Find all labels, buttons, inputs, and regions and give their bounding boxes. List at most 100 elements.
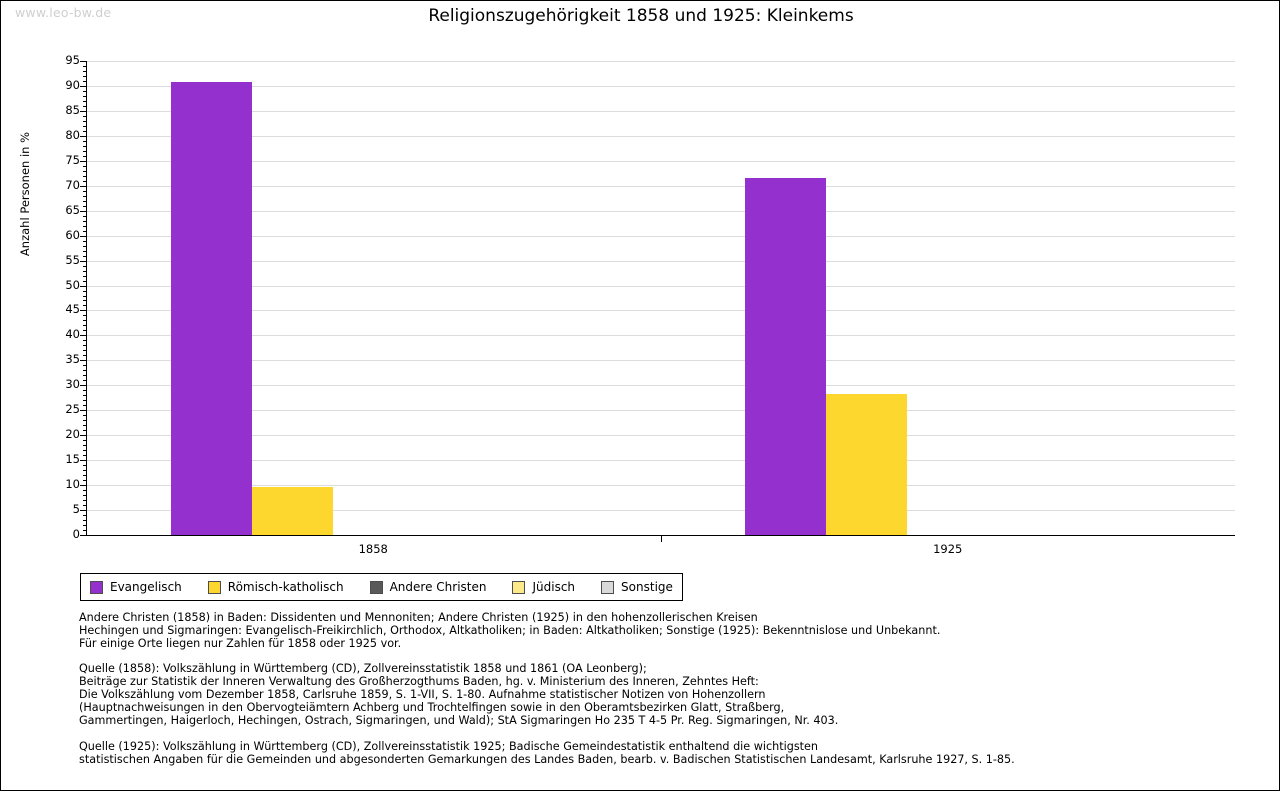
y-tick-label: 70 xyxy=(65,177,80,192)
y-tick xyxy=(80,135,86,137)
y-tick-minor xyxy=(83,95,86,97)
y-tick-label: 50 xyxy=(65,277,80,292)
y-tick-minor xyxy=(83,290,86,292)
legend-item-evangelisch[interactable]: Evangelisch xyxy=(90,580,208,594)
y-tick-minor xyxy=(83,150,86,152)
y-tick xyxy=(80,410,86,412)
footnote-definitions: Andere Christen (1858) in Baden: Disside… xyxy=(79,611,941,650)
y-axis-line xyxy=(86,61,87,535)
x-tick-label-1925: 1925 xyxy=(933,542,963,556)
y-tick-label: 65 xyxy=(65,202,80,217)
y-tick-minor xyxy=(83,390,86,392)
gridline xyxy=(87,485,1235,487)
bar-1925-evangelisch xyxy=(745,178,827,535)
legend-swatch-icon xyxy=(90,580,103,594)
gridline xyxy=(87,85,1235,87)
plot-area: 0 5 10 15 20 25 30 35 40 45 50 55 60 65 70 75 80 85 90 95 1… xyxy=(65,54,1235,556)
y-tick-minor xyxy=(83,300,86,302)
y-tick-label: 5 xyxy=(72,502,80,517)
y-tick-minor xyxy=(83,325,86,327)
legend-swatch-icon xyxy=(601,580,615,594)
y-tick-minor xyxy=(83,155,86,157)
legend-item-andere-christen[interactable]: Andere Christen xyxy=(369,580,513,594)
y-tick-label: 25 xyxy=(65,402,80,417)
legend-swatch-icon xyxy=(207,580,221,594)
y-tick-minor xyxy=(83,395,86,397)
y-tick-minor xyxy=(83,440,86,442)
y-tick-minor xyxy=(83,195,86,197)
y-tick-minor xyxy=(83,320,86,322)
gridline xyxy=(87,360,1235,362)
y-tick-minor xyxy=(83,415,86,417)
x-tick-label-1858: 1858 xyxy=(358,542,388,556)
y-tick-label: 30 xyxy=(65,377,80,392)
legend-label: Jüdisch xyxy=(532,580,576,594)
y-tick xyxy=(80,85,86,87)
bar-1858-evangelisch xyxy=(170,82,252,535)
y-tick-minor xyxy=(83,475,86,477)
gridline xyxy=(87,335,1235,337)
gridline xyxy=(87,135,1235,137)
y-tick-minor xyxy=(83,280,86,282)
y-tick-minor xyxy=(83,145,86,147)
y-tick-minor xyxy=(83,455,86,457)
y-tick-minor xyxy=(83,295,86,297)
x-axis-line xyxy=(86,535,1235,536)
legend-label: Sonstige xyxy=(621,580,673,594)
y-tick xyxy=(80,460,86,462)
gridline xyxy=(87,61,1235,62)
y-tick-minor xyxy=(83,470,86,472)
gridline xyxy=(87,285,1235,287)
gridline xyxy=(87,310,1235,312)
y-tick-minor xyxy=(83,270,86,272)
y-tick-minor xyxy=(83,130,86,132)
y-tick xyxy=(80,185,86,187)
y-tick-minor xyxy=(83,90,86,92)
y-tick xyxy=(80,235,86,237)
gridline xyxy=(87,185,1235,187)
y-tick-label: 45 xyxy=(65,302,80,317)
legend-item-sonstige[interactable]: Sonstige xyxy=(601,580,673,594)
legend-label: Evangelisch xyxy=(110,580,182,594)
y-tick-label: 20 xyxy=(65,427,80,442)
y-tick xyxy=(80,385,86,387)
y-tick-minor xyxy=(83,140,86,142)
y-tick-minor xyxy=(83,305,86,307)
y-tick-minor xyxy=(83,355,86,357)
y-tick-minor xyxy=(83,220,86,222)
y-tick-minor xyxy=(83,480,86,482)
legend-item-j-disch[interactable]: Jüdisch xyxy=(512,580,601,594)
legend-item-r-misch-katholisch[interactable]: Römisch-katholisch xyxy=(207,580,370,594)
legend-label: Andere Christen xyxy=(389,580,487,594)
gridline xyxy=(87,435,1235,437)
gridline xyxy=(87,260,1235,262)
gridline xyxy=(87,510,1235,512)
y-tick-minor xyxy=(83,170,86,172)
gridline xyxy=(87,160,1235,162)
y-tick-minor xyxy=(83,100,86,102)
y-tick-minor xyxy=(83,495,86,497)
y-tick-minor xyxy=(83,275,86,277)
legend-swatch-icon xyxy=(369,580,383,594)
y-tick-minor xyxy=(83,515,86,517)
y-tick-minor xyxy=(83,520,86,522)
y-tick xyxy=(80,485,86,487)
gridline xyxy=(87,385,1235,387)
y-tick-minor xyxy=(83,80,86,82)
y-tick-minor xyxy=(83,205,86,207)
y-tick-minor xyxy=(83,505,86,507)
y-tick-minor xyxy=(83,230,86,232)
gridline xyxy=(87,110,1235,112)
y-tick-label: 75 xyxy=(65,152,80,167)
gridline xyxy=(87,460,1235,462)
y-tick-minor xyxy=(83,345,86,347)
source-note-1925: Quelle (1925): Volkszählung in Württembe… xyxy=(79,740,1015,766)
y-tick xyxy=(80,61,86,62)
y-tick-minor xyxy=(83,430,86,432)
y-tick-minor xyxy=(83,125,86,127)
y-tick-label: 80 xyxy=(65,127,80,142)
legend-swatch-icon xyxy=(512,580,526,594)
y-tick xyxy=(80,335,86,337)
y-tick xyxy=(80,360,86,362)
